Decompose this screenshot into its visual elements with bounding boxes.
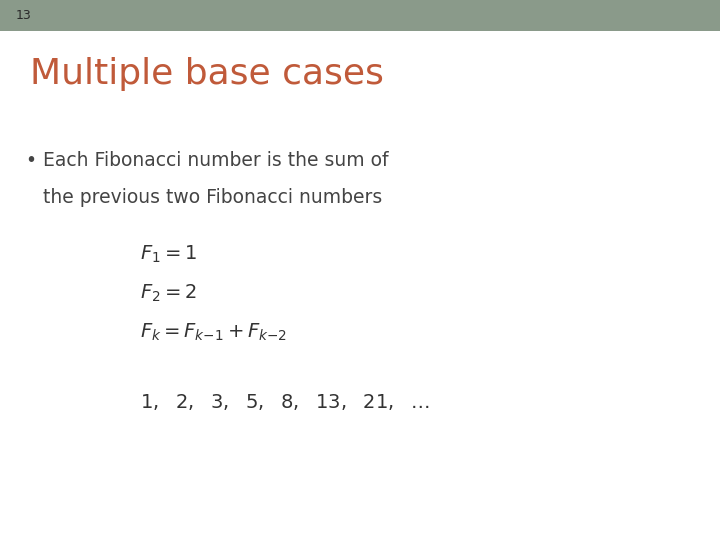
Text: 13: 13 bbox=[16, 9, 32, 22]
FancyBboxPatch shape bbox=[0, 0, 720, 31]
Text: $\mathit{F}_k = \mathit{F}_{k{-}1} + \mathit{F}_{k{-}2}$: $\mathit{F}_k = \mathit{F}_{k{-}1} + \ma… bbox=[140, 322, 287, 343]
Text: $\mathit{F}_1 = 1$: $\mathit{F}_1 = 1$ bbox=[140, 244, 197, 265]
Text: •: • bbox=[25, 151, 36, 170]
Text: Each Fibonacci number is the sum of: Each Fibonacci number is the sum of bbox=[43, 151, 389, 170]
Text: the previous two Fibonacci numbers: the previous two Fibonacci numbers bbox=[43, 188, 382, 207]
Text: $\mathit{F}_2 = 2$: $\mathit{F}_2 = 2$ bbox=[140, 283, 197, 304]
Text: $1,\ \ 2,\ \ 3,\ \ 5,\ \ 8,\ \ 13,\ \ 21,\ \ \ldots$: $1,\ \ 2,\ \ 3,\ \ 5,\ \ 8,\ \ 13,\ \ 21… bbox=[140, 392, 430, 412]
Text: Multiple base cases: Multiple base cases bbox=[30, 57, 384, 91]
